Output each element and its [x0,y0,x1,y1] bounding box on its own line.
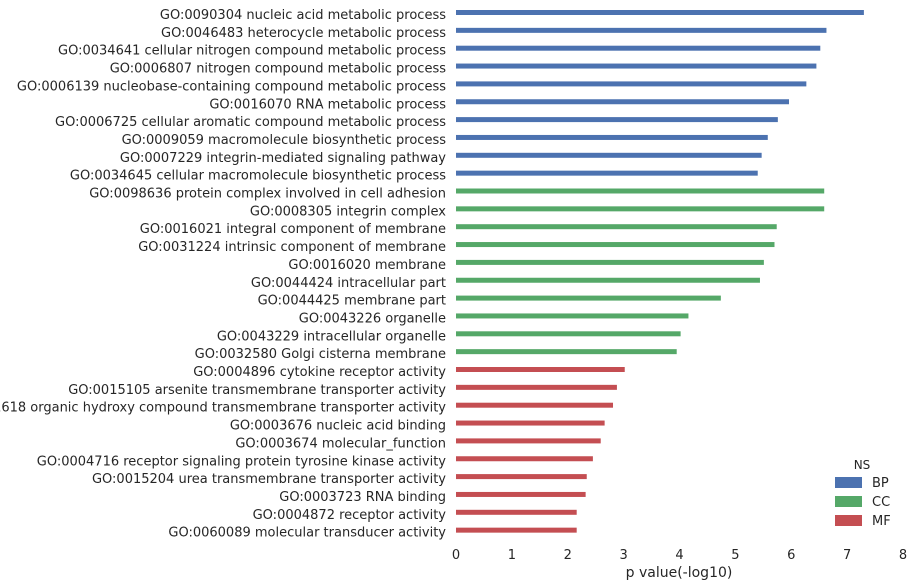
category-label: GO:0003674 molecular_function [235,436,446,451]
bar-cc [456,295,721,301]
bar-bp [456,10,864,15]
bar-bp [456,27,827,33]
category-label: GO:0003723 RNA binding [279,490,446,505]
bar-cc [456,277,760,283]
category-label: GO:0016070 RNA metabolic process [209,97,446,112]
category-label: GO:0008305 integrin complex [250,204,446,219]
category-label: GO:0034645 cellular macromolecule biosyn… [70,169,446,184]
x-tick-label: 4 [675,548,683,563]
category-label: GO:0043229 intracellular organelle [217,329,446,344]
bars-layer [456,10,864,533]
category-label: GO:0009059 macromolecule biosynthetic pr… [122,133,447,148]
category-label: GO:0044424 intracellular part [251,276,446,291]
category-label: GO:0034641 cellular nitrogen compound me… [58,44,446,59]
legend-label-mf: MF [872,514,891,529]
bar-cc [456,188,825,194]
legend-swatch-mf [835,515,862,526]
bar-cc [456,331,681,337]
x-tick-label: 3 [619,548,627,563]
bar-cc [456,313,689,319]
bar-cc [456,224,777,230]
category-label: GO:0031224 intrinsic component of membra… [138,240,446,255]
bar-mf [456,474,587,480]
bar-bp [456,63,817,69]
category-label: GO:0016021 integral component of membran… [140,222,446,237]
bar-cc [456,206,825,212]
x-tick-label: 0 [452,548,460,563]
category-label: GO:0032580 Golgi cisterna membrane [195,347,446,362]
category-label: GO:0090304 nucleic acid metabolic proces… [160,8,446,23]
category-label: GO:0007229 integrin-mediated signaling p… [120,151,446,166]
category-labels: GO:0090304 nucleic acid metabolic proces… [0,8,446,541]
bar-mf [456,384,617,390]
category-label: GO:0016020 membrane [288,258,446,273]
category-label: GO:0003676 nucleic acid binding [230,419,446,434]
bar-mf [456,402,614,408]
category-label: GO:0006725 cellular aromatic compound me… [55,115,446,130]
bar-mf [456,456,593,462]
category-label: GO:0004872 receptor activity [253,508,447,523]
category-label: GO:0015204 urea transmembrane transporte… [92,472,446,487]
category-label: GO:0006139 nucleobase-containing compoun… [17,79,446,94]
bar-mf [456,509,577,515]
x-tick-label: 2 [564,548,572,563]
bar-bp [456,45,821,51]
x-tick-label: 6 [787,548,795,563]
bar-cc [456,349,677,355]
category-label: GO:0006807 nitrogen compound metabolic p… [110,62,447,77]
category-label: GO:0043226 organelle [299,311,446,326]
category-label: GO:0044425 membrane part [258,294,446,309]
x-tick-label: 1 [508,548,516,563]
bar-mf [456,527,577,533]
category-label: GO:0015105 arsenite transmembrane transp… [68,383,446,398]
category-label: GO:0060089 molecular transducer activity [168,526,446,541]
legend-swatch-bp [835,477,862,488]
category-label: GO:0004896 cytokine receptor activity [193,365,446,380]
legend-label-bp: BP [872,476,889,491]
bar-cc [456,242,775,248]
bar-bp [456,152,762,158]
x-axis-ticks: 0 1 2 3 4 5 6 7 8 [452,548,907,563]
category-label: GO:0004716 receptor signaling protein ty… [37,454,447,469]
legend-label-cc: CC [872,495,890,510]
x-tick-label: 5 [731,548,739,563]
x-tick-label: 7 [843,548,851,563]
bar-bp [456,117,778,123]
legend: NS BP CC MF [835,458,891,529]
x-axis-label: p value(-log10) [626,565,733,581]
bar-bp [456,170,758,176]
bar-cc [456,259,764,265]
bar-bp [456,99,790,105]
bar-bp [456,81,807,87]
bar-bp [456,134,768,140]
x-tick-label: 8 [899,548,907,563]
bar-mf [456,491,586,497]
legend-swatch-cc [835,496,862,507]
bar-mf [456,420,605,426]
category-label: GO:1901618 organic hydroxy compound tran… [0,401,446,416]
bar-mf [456,367,625,372]
category-label: GO:0046483 heterocycle metabolic process [161,26,446,41]
legend-title: NS [854,458,871,472]
category-label: GO:0098636 protein complex involved in c… [89,187,446,202]
bar-mf [456,438,601,444]
legend-entries: BP CC MF [835,476,891,529]
